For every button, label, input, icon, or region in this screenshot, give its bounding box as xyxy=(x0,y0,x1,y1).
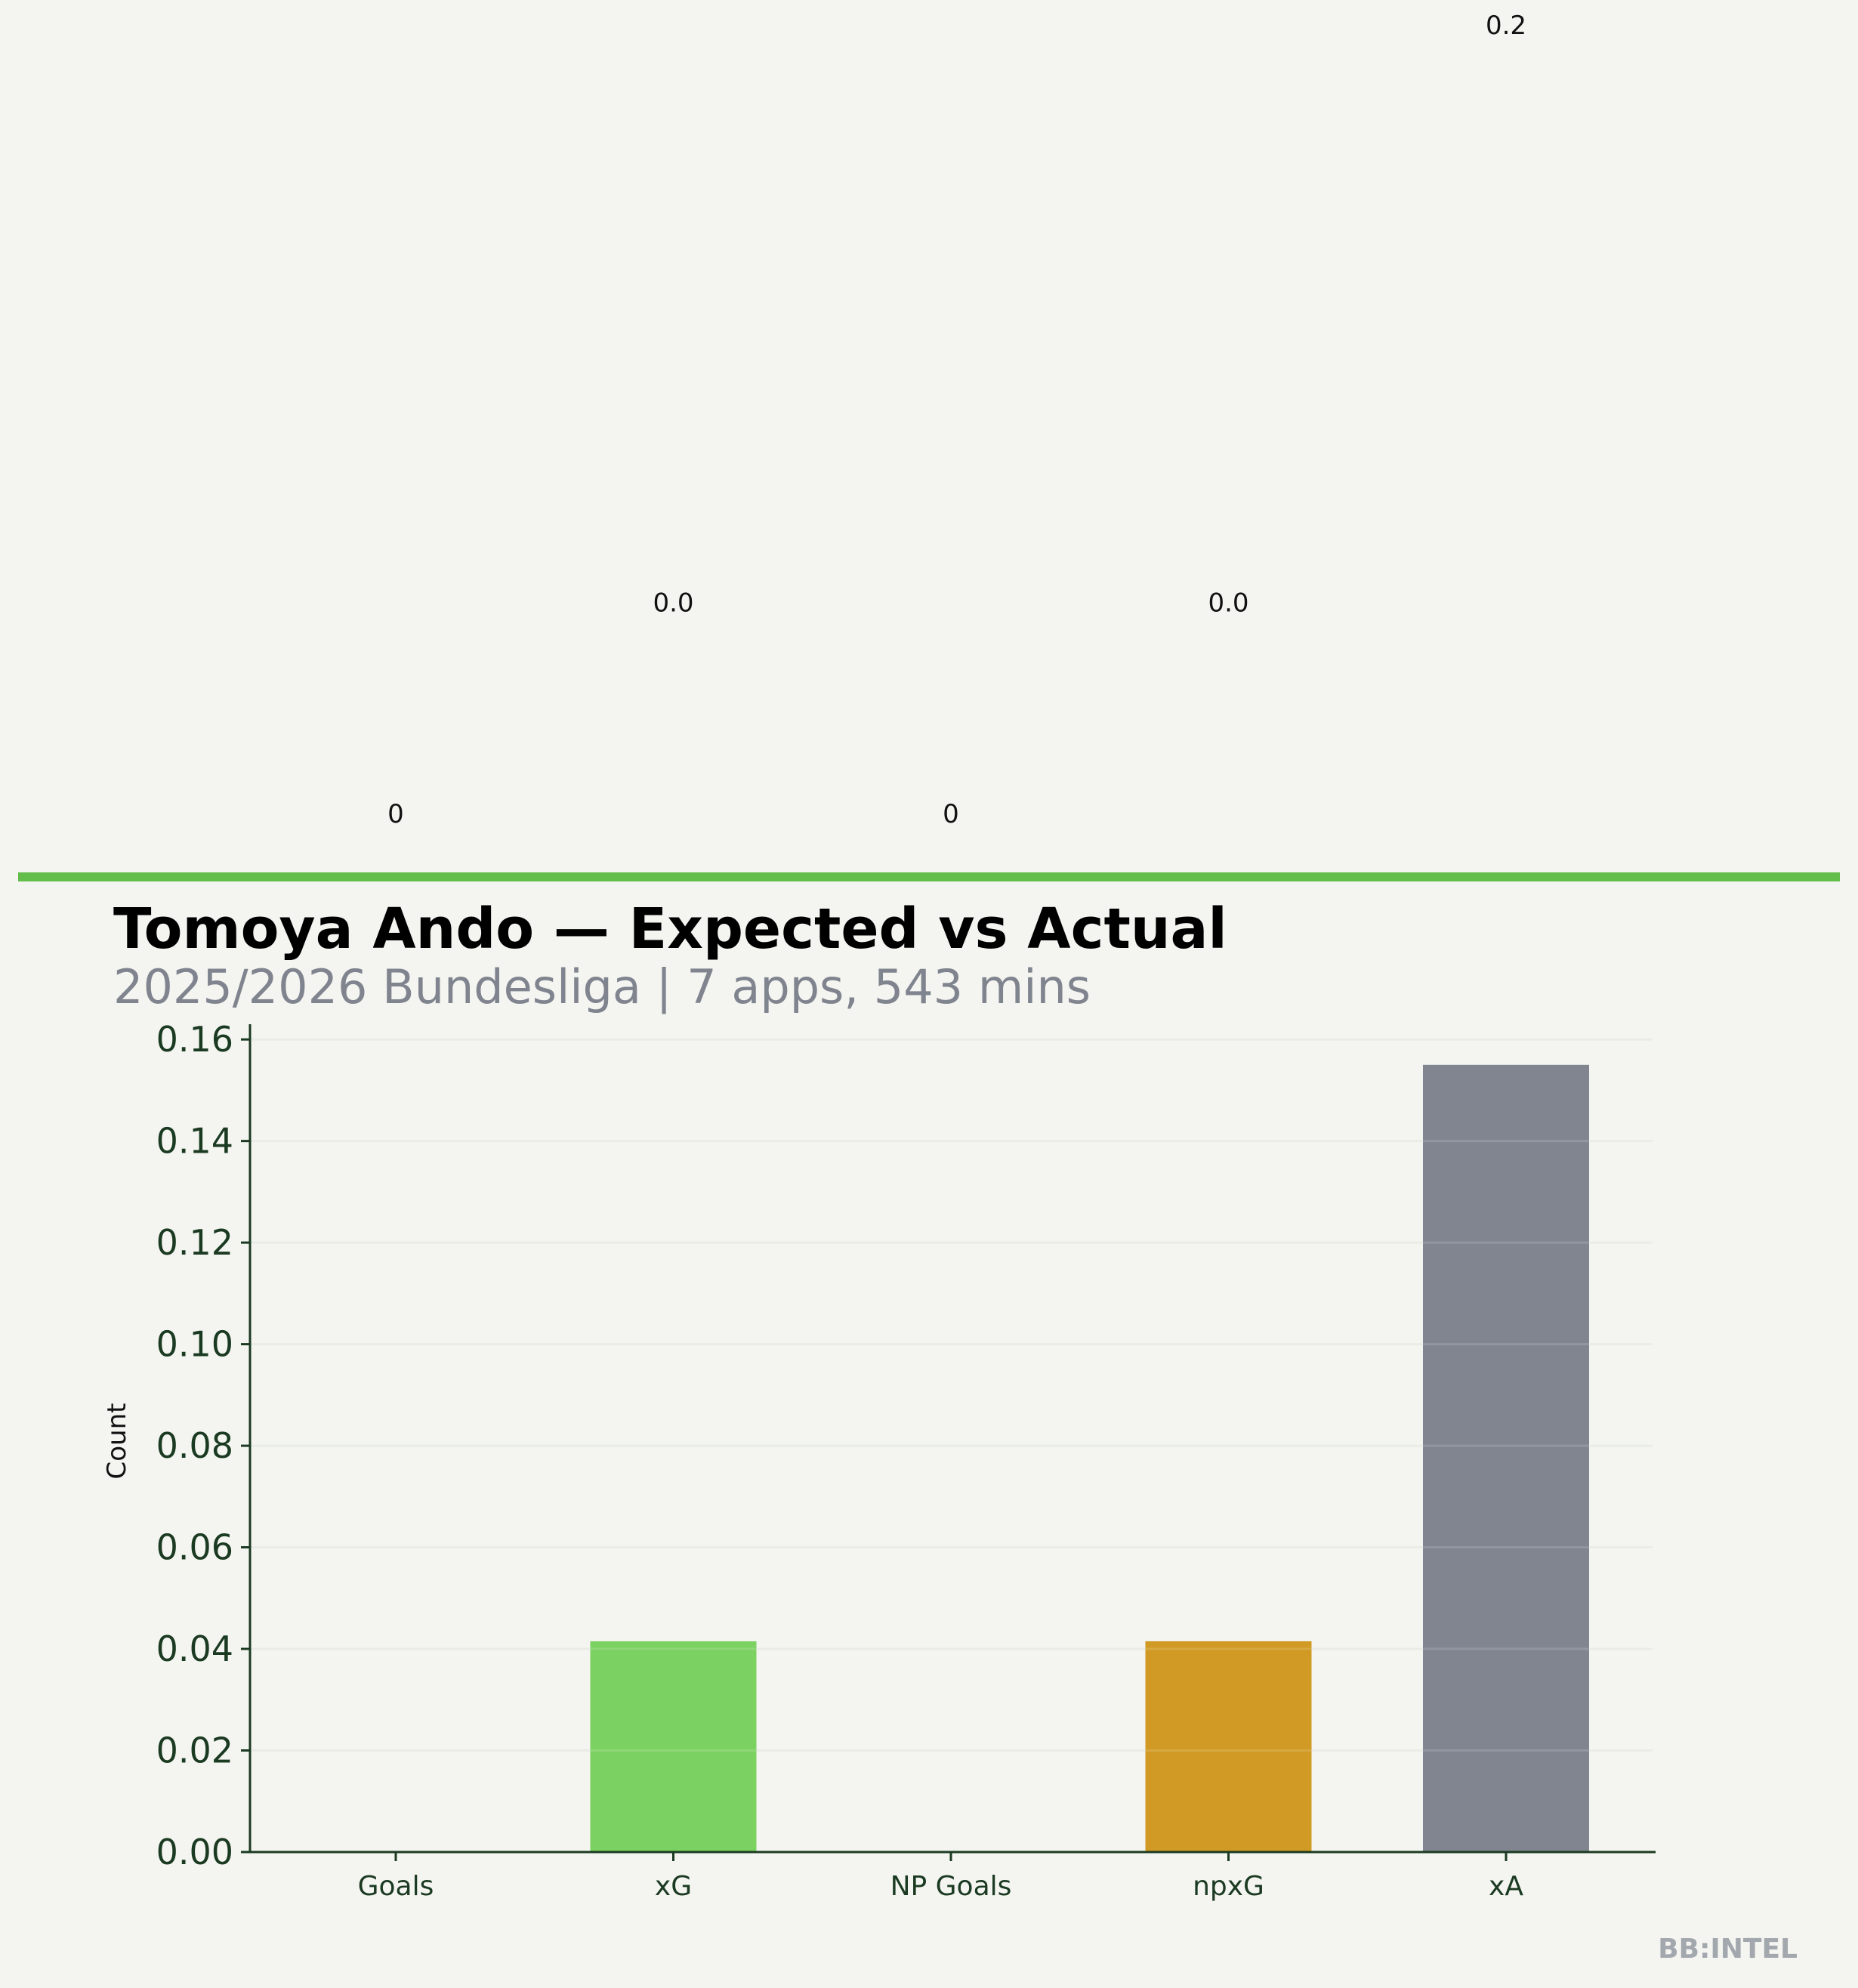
bar-xa xyxy=(1423,1064,1589,1852)
y-tick-label: 0.00 xyxy=(156,1832,233,1872)
y-tick-label: 0.02 xyxy=(156,1730,233,1771)
y-axis-label: Count xyxy=(102,1403,132,1480)
y-tick-label: 0.06 xyxy=(156,1527,233,1568)
data-label: 0 xyxy=(387,799,404,829)
x-tick-label: NP Goals xyxy=(890,1871,1012,1902)
y-tick-label: 0.10 xyxy=(156,1324,233,1365)
x-tick-label: npxG xyxy=(1193,1871,1264,1902)
x-ticks: Goals xG NP Goals npxG xA xyxy=(358,1852,1523,1902)
data-label: 0.0 xyxy=(1208,588,1248,618)
watermark: BB:INTEL xyxy=(1658,1934,1798,1965)
chart-subtitle: 2025/2026 Bundesliga | 7 apps, 543 mins xyxy=(113,959,1091,1015)
bar-xg xyxy=(590,1641,757,1852)
y-tick-label: 0.14 xyxy=(156,1121,233,1162)
data-labels: 0 0.0 0 0.0 0.2 xyxy=(387,11,1526,829)
y-tick-label: 0.16 xyxy=(156,1019,233,1060)
bar-npxg xyxy=(1145,1641,1312,1852)
y-tick-label: 0.08 xyxy=(156,1425,233,1466)
y-tick-label: 0.12 xyxy=(156,1222,233,1263)
y-tick-label: 0.04 xyxy=(156,1628,233,1669)
y-ticks: 0.00 0.02 0.04 0.06 0.08 0.10 0.12 0.14 0.16 xyxy=(156,1019,250,1872)
data-label: 0 xyxy=(943,799,959,829)
data-label: 0.0 xyxy=(653,588,693,618)
chart-title: Tomoya Ando — Expected vs Actual xyxy=(113,897,1227,962)
x-tick-label: xG xyxy=(655,1871,692,1902)
bars xyxy=(590,1064,1589,1852)
data-label: 0.2 xyxy=(1486,11,1526,41)
x-tick-label: xA xyxy=(1489,1871,1523,1902)
x-tick-label: Goals xyxy=(358,1871,434,1902)
